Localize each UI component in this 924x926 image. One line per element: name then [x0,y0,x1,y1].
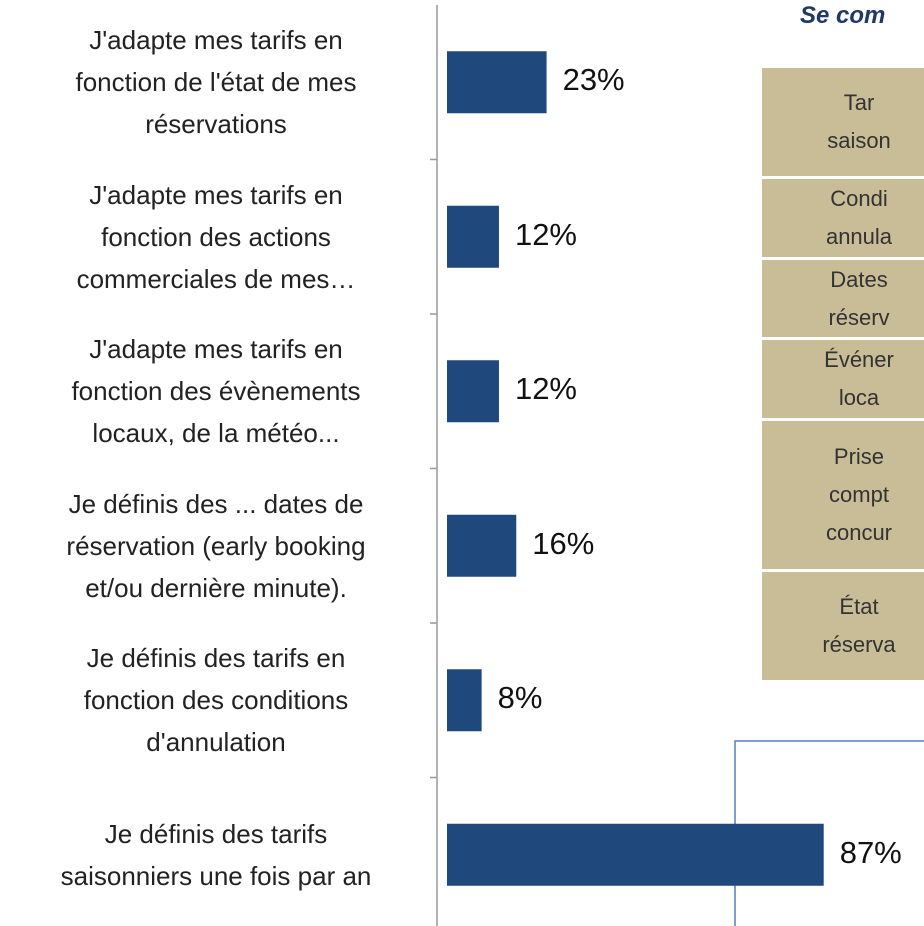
cell-line: réserv [828,304,890,330]
cell-line: réserva [822,632,896,657]
cell-text: Dates réserv [828,261,889,337]
cell-line: loca [838,385,880,410]
cell-line: concur [825,520,893,545]
value-label: 12% [514,216,577,252]
bar [447,360,499,423]
cell-line: saison [827,128,891,153]
table-cell: Dates réserv [762,260,924,337]
cell-line: compt [829,482,889,507]
cell-line: Prise [833,444,885,469]
cell-text: Condi annula [826,180,892,256]
table-cell: État réserva [762,572,924,680]
category-label: J'adapte mes tarifs en fonction des évèn… [71,334,361,449]
bar [447,205,499,268]
table-cell: Événer loca [762,340,924,418]
value-label: 16% [532,525,595,561]
cell-text: État réserva [822,588,895,664]
cell-line: annula [825,224,893,249]
category-label: Je définis des tarifs en fonction des co… [83,643,349,758]
category-label: Je définis des ... dates de réservation … [66,488,366,603]
table-cell: Condi annula [762,179,924,257]
bar [447,514,517,577]
table-title: Se com [800,2,886,29]
cell-line: Tar [843,90,875,115]
value-label: 8% [497,680,543,716]
cell-text: Événer loca [824,341,894,417]
cell-line: Événer [824,347,894,372]
category-label: Je définis des tarifs saisonniers une fo… [60,818,372,891]
cell-line: Condi [830,186,888,211]
cell-text: Tar saison [827,84,891,160]
table-cell: Tar saison [762,68,924,176]
bar [447,51,547,114]
cell-line: État [839,594,879,619]
category-label: J'adapte mes tarifs en fonction des acti… [76,179,356,294]
value-label: 12% [514,371,577,407]
cell-line: Dates [830,266,888,292]
table-cell: Prise compt concur [762,421,924,569]
bar [447,823,824,886]
value-label: 87% [839,834,902,870]
value-label: 23% [562,62,625,98]
category-label: J'adapte mes tarifs en fonction de l'éta… [75,25,357,140]
cell-text: Prise compt concur [826,438,892,552]
bar [447,669,482,732]
